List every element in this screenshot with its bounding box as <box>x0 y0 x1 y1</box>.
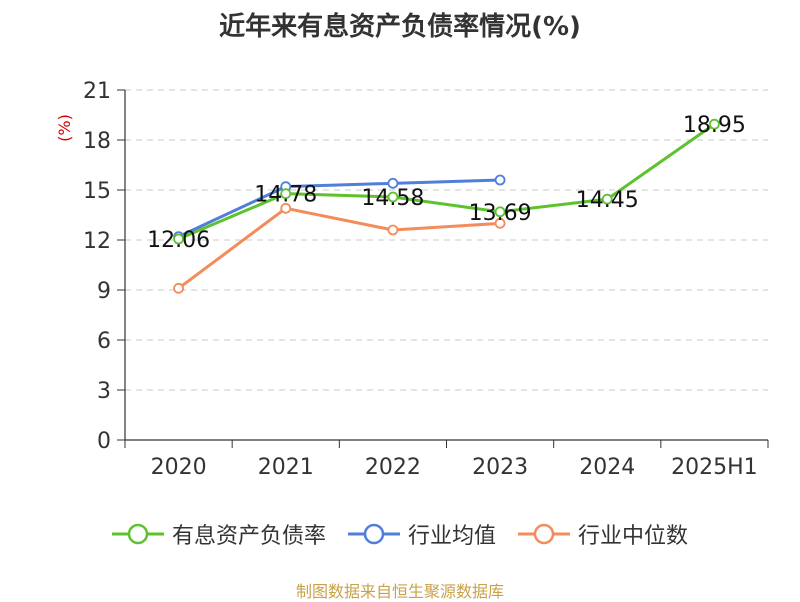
x-tick-label: 2021 <box>258 455 314 480</box>
legend-label: 行业中位数 <box>578 524 689 549</box>
data-point <box>173 233 184 245</box>
y-tick-label: 15 <box>83 179 111 204</box>
data-label: 12.06 <box>147 228 210 253</box>
data-point <box>387 177 399 189</box>
y-tick-label: 6 <box>97 329 111 354</box>
data-point <box>280 188 292 200</box>
y-tick-label: 12 <box>83 229 111 254</box>
legend-marker-icon <box>518 523 570 545</box>
series-line-0 <box>177 122 716 241</box>
data-label: 14.45 <box>576 188 639 213</box>
x-tick-label: 2022 <box>365 455 421 480</box>
y-axis-label: (%) <box>55 114 74 142</box>
data-label: 13.69 <box>469 201 532 226</box>
x-tick-label: 2023 <box>472 455 528 480</box>
legend-item[interactable]: 有息资产负债率 <box>111 518 326 550</box>
source-note: 制图数据来自恒生聚源数据库 <box>295 582 504 601</box>
x-tick-label: 2024 <box>579 455 635 480</box>
legend: 有息资产负债率 行业均值 行业中位数 <box>0 518 800 550</box>
data-point <box>387 191 399 203</box>
y-tick-label: 9 <box>97 279 111 304</box>
y-tick-label: 18 <box>83 129 111 154</box>
chart-title: 近年来有息资产负债率情况(%) <box>219 12 581 42</box>
legend-label: 有息资产负债率 <box>171 524 326 549</box>
data-label: 18.95 <box>683 113 746 138</box>
data-label: 14.78 <box>254 183 317 208</box>
data-point <box>173 282 184 294</box>
y-tick-label: 21 <box>83 79 111 104</box>
data-point <box>387 224 399 236</box>
legend-marker-icon <box>347 523 400 545</box>
data-point <box>494 206 506 218</box>
data-point <box>280 202 292 214</box>
legend-item[interactable]: 行业中位数 <box>518 518 688 550</box>
data-point <box>709 118 720 130</box>
x-tick-label: 2025H1 <box>671 455 758 480</box>
legend-label: 行业均值 <box>407 524 496 549</box>
data-point <box>494 217 506 229</box>
data-point <box>601 193 613 205</box>
data-label: 14.58 <box>361 186 424 211</box>
y-tick-label: 0 <box>97 429 111 454</box>
legend-item[interactable]: 行业均值 <box>347 518 496 550</box>
legend-marker-icon <box>111 523 164 545</box>
series-line-2 <box>177 206 501 290</box>
y-tick-label: 3 <box>97 379 111 404</box>
data-point <box>494 174 506 186</box>
x-tick-label: 2020 <box>151 455 207 480</box>
series-line-1 <box>177 178 501 239</box>
